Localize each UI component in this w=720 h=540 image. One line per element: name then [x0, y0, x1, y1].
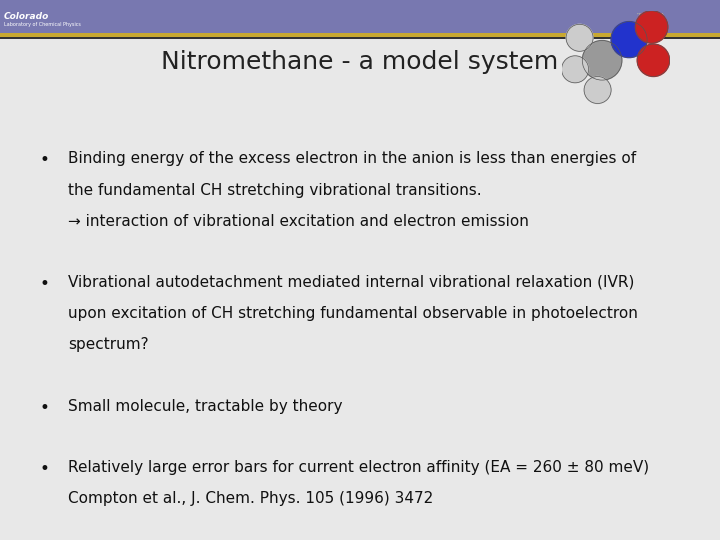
Text: Vibrational autodetachment mediated internal vibrational relaxation (IVR): Vibrational autodetachment mediated inte… — [68, 275, 635, 290]
Text: Colorado: Colorado — [4, 12, 49, 21]
Text: Laboratory of Chemical Physics: Laboratory of Chemical Physics — [4, 22, 81, 27]
Bar — [0, 33, 720, 37]
Text: Relatively large error bars for current electron affinity (EA = 260 ± 80 meV): Relatively large error bars for current … — [68, 460, 649, 475]
Text: the fundamental CH stretching vibrational transitions.: the fundamental CH stretching vibrationa… — [68, 183, 482, 198]
Circle shape — [562, 56, 589, 83]
Text: Small molecule, tractable by theory: Small molecule, tractable by theory — [68, 399, 343, 414]
Circle shape — [582, 40, 622, 80]
Circle shape — [584, 77, 611, 104]
Text: •: • — [40, 460, 50, 477]
Text: •: • — [40, 399, 50, 416]
Text: TTT  A: TTT A — [637, 12, 665, 20]
Circle shape — [635, 11, 667, 43]
Text: •: • — [40, 275, 50, 293]
Bar — [0, 0, 720, 33]
Circle shape — [611, 22, 647, 58]
Bar — [0, 37, 720, 39]
Circle shape — [566, 24, 593, 51]
Text: •: • — [40, 151, 50, 169]
Text: spectrum?: spectrum? — [68, 338, 149, 353]
Text: Nitromethane - a model system: Nitromethane - a model system — [161, 50, 559, 74]
Text: Binding energy of the excess electron in the anion is less than energies of: Binding energy of the excess electron in… — [68, 151, 636, 166]
Text: Compton et al., J. Chem. Phys. 105 (1996) 3472: Compton et al., J. Chem. Phys. 105 (1996… — [68, 491, 433, 506]
Circle shape — [637, 44, 670, 77]
Text: upon excitation of CH stretching fundamental observable in photoelectron: upon excitation of CH stretching fundame… — [68, 306, 638, 321]
Text: → interaction of vibrational excitation and electron emission: → interaction of vibrational excitation … — [68, 214, 529, 229]
